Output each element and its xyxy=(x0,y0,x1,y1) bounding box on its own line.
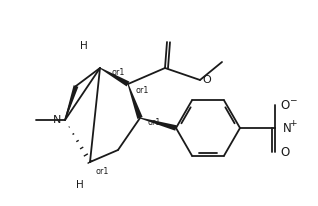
Text: H: H xyxy=(76,180,84,190)
Text: N: N xyxy=(53,115,61,125)
Polygon shape xyxy=(128,84,143,119)
Text: or1: or1 xyxy=(95,167,108,177)
Text: or1: or1 xyxy=(136,85,149,95)
Text: H: H xyxy=(80,41,88,51)
Polygon shape xyxy=(100,68,129,87)
Polygon shape xyxy=(65,85,78,120)
Text: N: N xyxy=(283,122,292,135)
Text: O: O xyxy=(203,75,211,85)
Text: +: + xyxy=(289,118,296,128)
Text: or1: or1 xyxy=(112,68,125,76)
Text: O: O xyxy=(280,145,289,158)
Text: O: O xyxy=(280,98,289,111)
Text: −: − xyxy=(289,96,296,104)
Polygon shape xyxy=(140,117,177,131)
Text: or1: or1 xyxy=(148,117,161,126)
